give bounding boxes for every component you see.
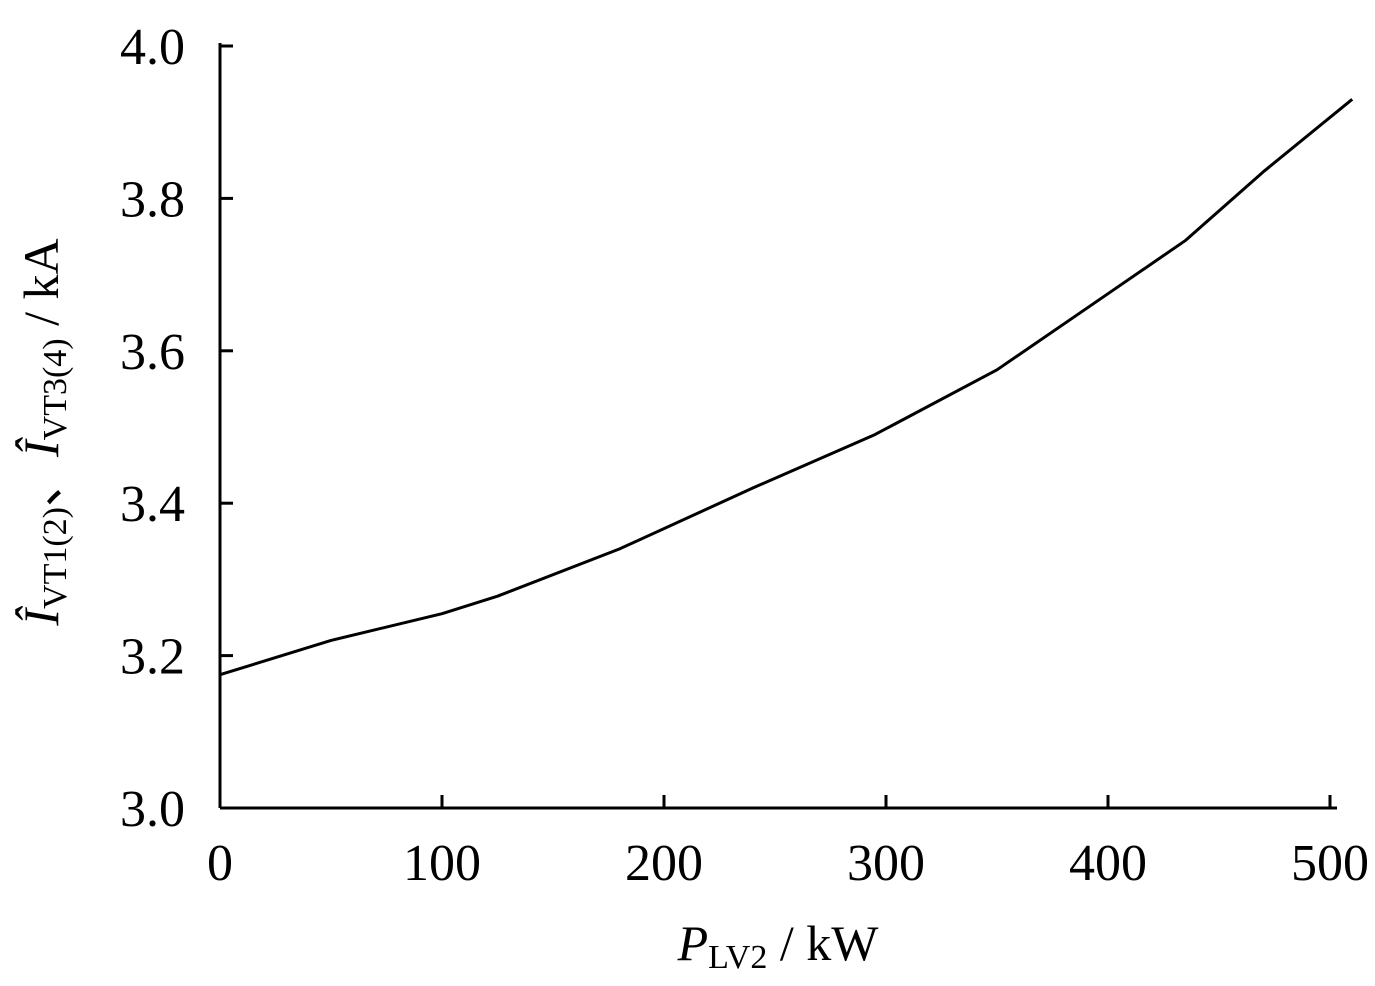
x-tick-label: 0 xyxy=(207,835,233,892)
y-tick-label: 3.8 xyxy=(120,171,185,228)
x-axis-title: PLV2 / kW xyxy=(677,915,880,976)
x-tick-label: 100 xyxy=(403,835,481,892)
y-tick-label: 4.0 xyxy=(120,19,185,76)
x-ticks: 0 100 200 300 400 500 xyxy=(207,795,1369,892)
y-tick-label: 3.6 xyxy=(120,324,185,381)
series-line xyxy=(219,98,1354,677)
series-group xyxy=(219,98,1354,677)
y-axis-separator: 、 xyxy=(13,457,69,507)
x-tick-label: 500 xyxy=(1291,835,1369,892)
y-axis-unit: / kA xyxy=(13,238,69,338)
y-tick-label: 3.2 xyxy=(120,629,185,686)
y-axis-subscript-1: VT1(2) xyxy=(37,507,74,609)
x-tick-label: 400 xyxy=(1069,835,1147,892)
y-axis-subscript-2: VT3(4) xyxy=(37,338,74,440)
y-axis-symbol-2: Î xyxy=(13,437,69,458)
x-axis-subscript: LV2 xyxy=(708,939,767,976)
x-axis-symbol: P xyxy=(677,915,709,971)
x-axis-unit: / kW xyxy=(767,915,879,971)
axes xyxy=(218,43,1337,810)
y-axis-symbol-1: Î xyxy=(13,606,69,627)
y-axis-title: ÎVT1(2)、ÎVT3(4) / kA xyxy=(13,238,74,626)
x-tick-label: 300 xyxy=(847,835,925,892)
y-tick-label: 3.4 xyxy=(120,476,185,533)
x-tick-label: 200 xyxy=(625,835,703,892)
y-tick-label: 3.0 xyxy=(120,781,185,838)
y-ticks: 3.0 3.2 3.4 3.6 3.8 4.0 xyxy=(120,19,233,838)
